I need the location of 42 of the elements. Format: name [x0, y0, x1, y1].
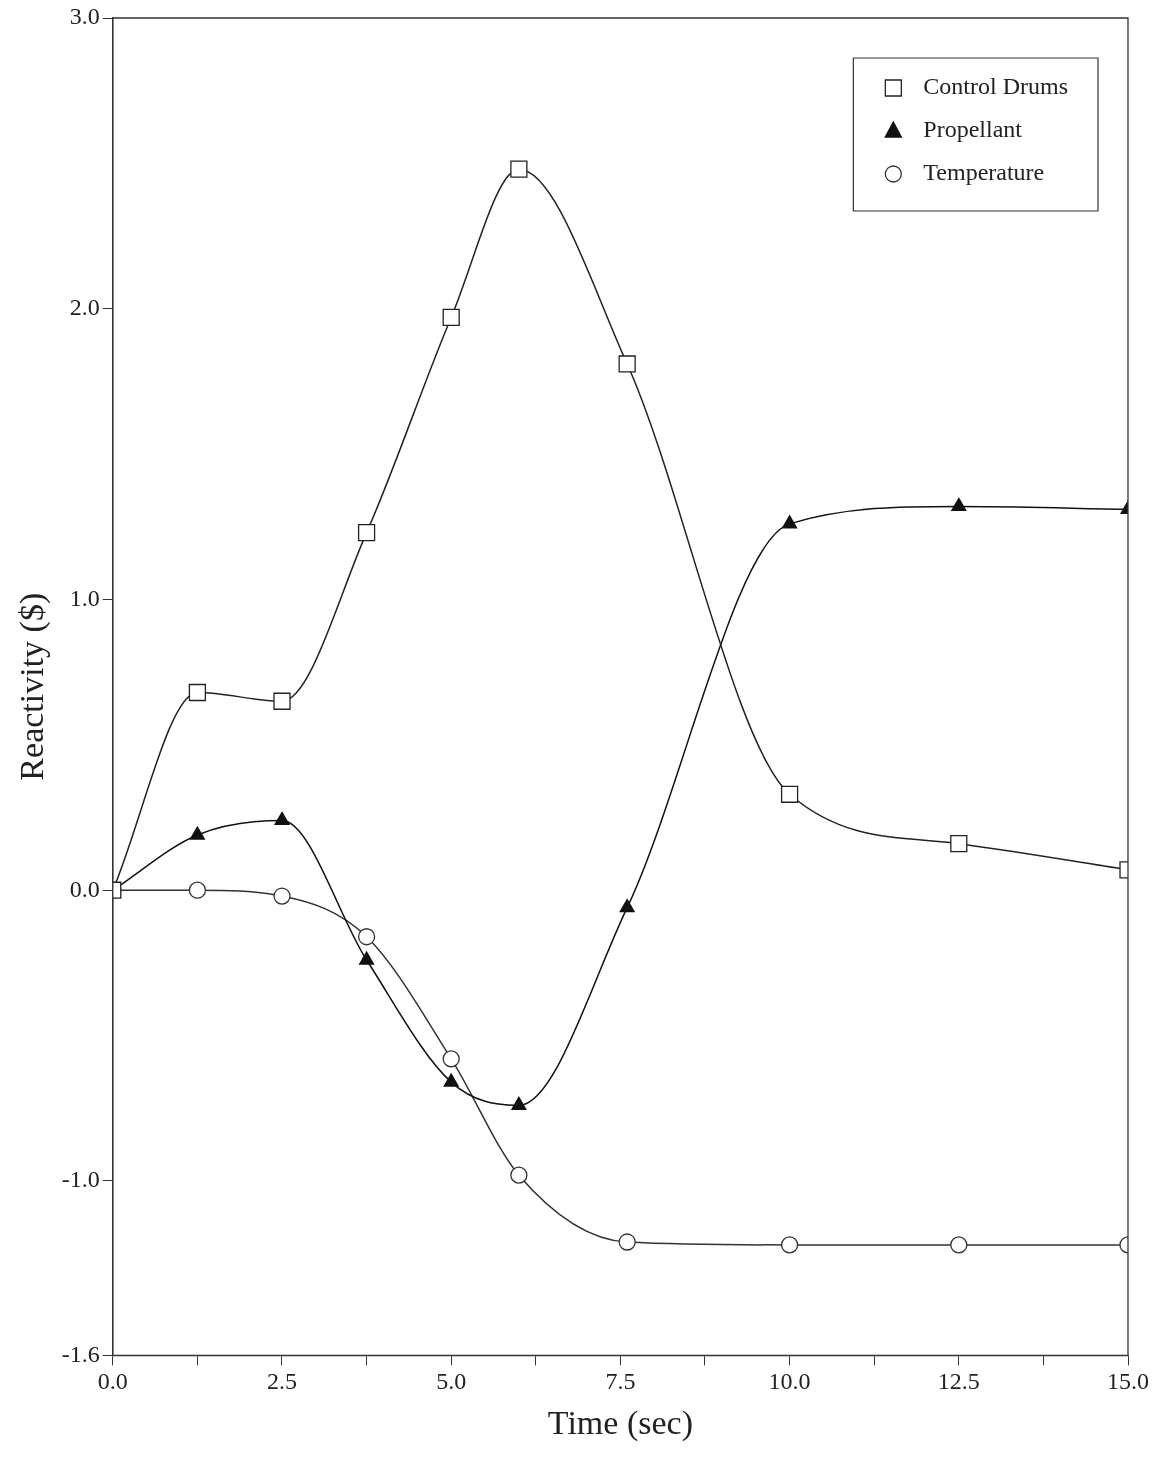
point — [273, 692, 291, 710]
point — [511, 1096, 527, 1111]
point — [618, 355, 636, 373]
point — [357, 928, 376, 946]
point — [188, 683, 207, 702]
point — [188, 881, 207, 899]
y-tick-label: 2.0 — [69, 294, 100, 321]
x-tick-label: 5.0 — [436, 1368, 467, 1395]
point — [950, 835, 968, 853]
point — [951, 497, 967, 512]
point — [510, 1166, 528, 1184]
point — [357, 523, 376, 542]
x-tick-label: 12.5 — [937, 1368, 980, 1395]
point — [189, 826, 205, 840]
x-tick-label: 10.0 — [768, 1368, 811, 1395]
y-tick-label: 1.0 — [69, 584, 100, 611]
x-tick-label: 2.5 — [266, 1368, 297, 1395]
y-tick-label: -1.6 — [61, 1340, 100, 1367]
legend-label: Control Drums — [923, 73, 1068, 100]
point — [274, 811, 290, 826]
point — [950, 1236, 968, 1254]
y-tick-label: -1.0 — [61, 1166, 100, 1193]
point — [780, 1236, 799, 1254]
x-tick-label: 0.0 — [97, 1368, 128, 1395]
x-axis-title: Time (sec) — [547, 1403, 693, 1442]
point — [442, 308, 460, 327]
x-tick-label: 15.0 — [1107, 1368, 1149, 1395]
point — [619, 899, 635, 913]
y-tick-label: 0.0 — [69, 875, 100, 902]
point — [618, 1233, 636, 1251]
point — [443, 1073, 459, 1087]
x-tick-label: 7.5 — [605, 1368, 636, 1395]
point — [359, 951, 375, 965]
point — [510, 160, 528, 178]
point — [782, 515, 798, 529]
y-axis-title: Reactivity ($) — [13, 592, 52, 781]
legend-label: Temperature — [923, 159, 1045, 186]
y-tick-label: 3.0 — [69, 3, 100, 30]
point — [273, 887, 291, 905]
point — [442, 1050, 460, 1068]
point — [780, 785, 799, 803]
legend-label: Propellant — [923, 116, 1023, 143]
